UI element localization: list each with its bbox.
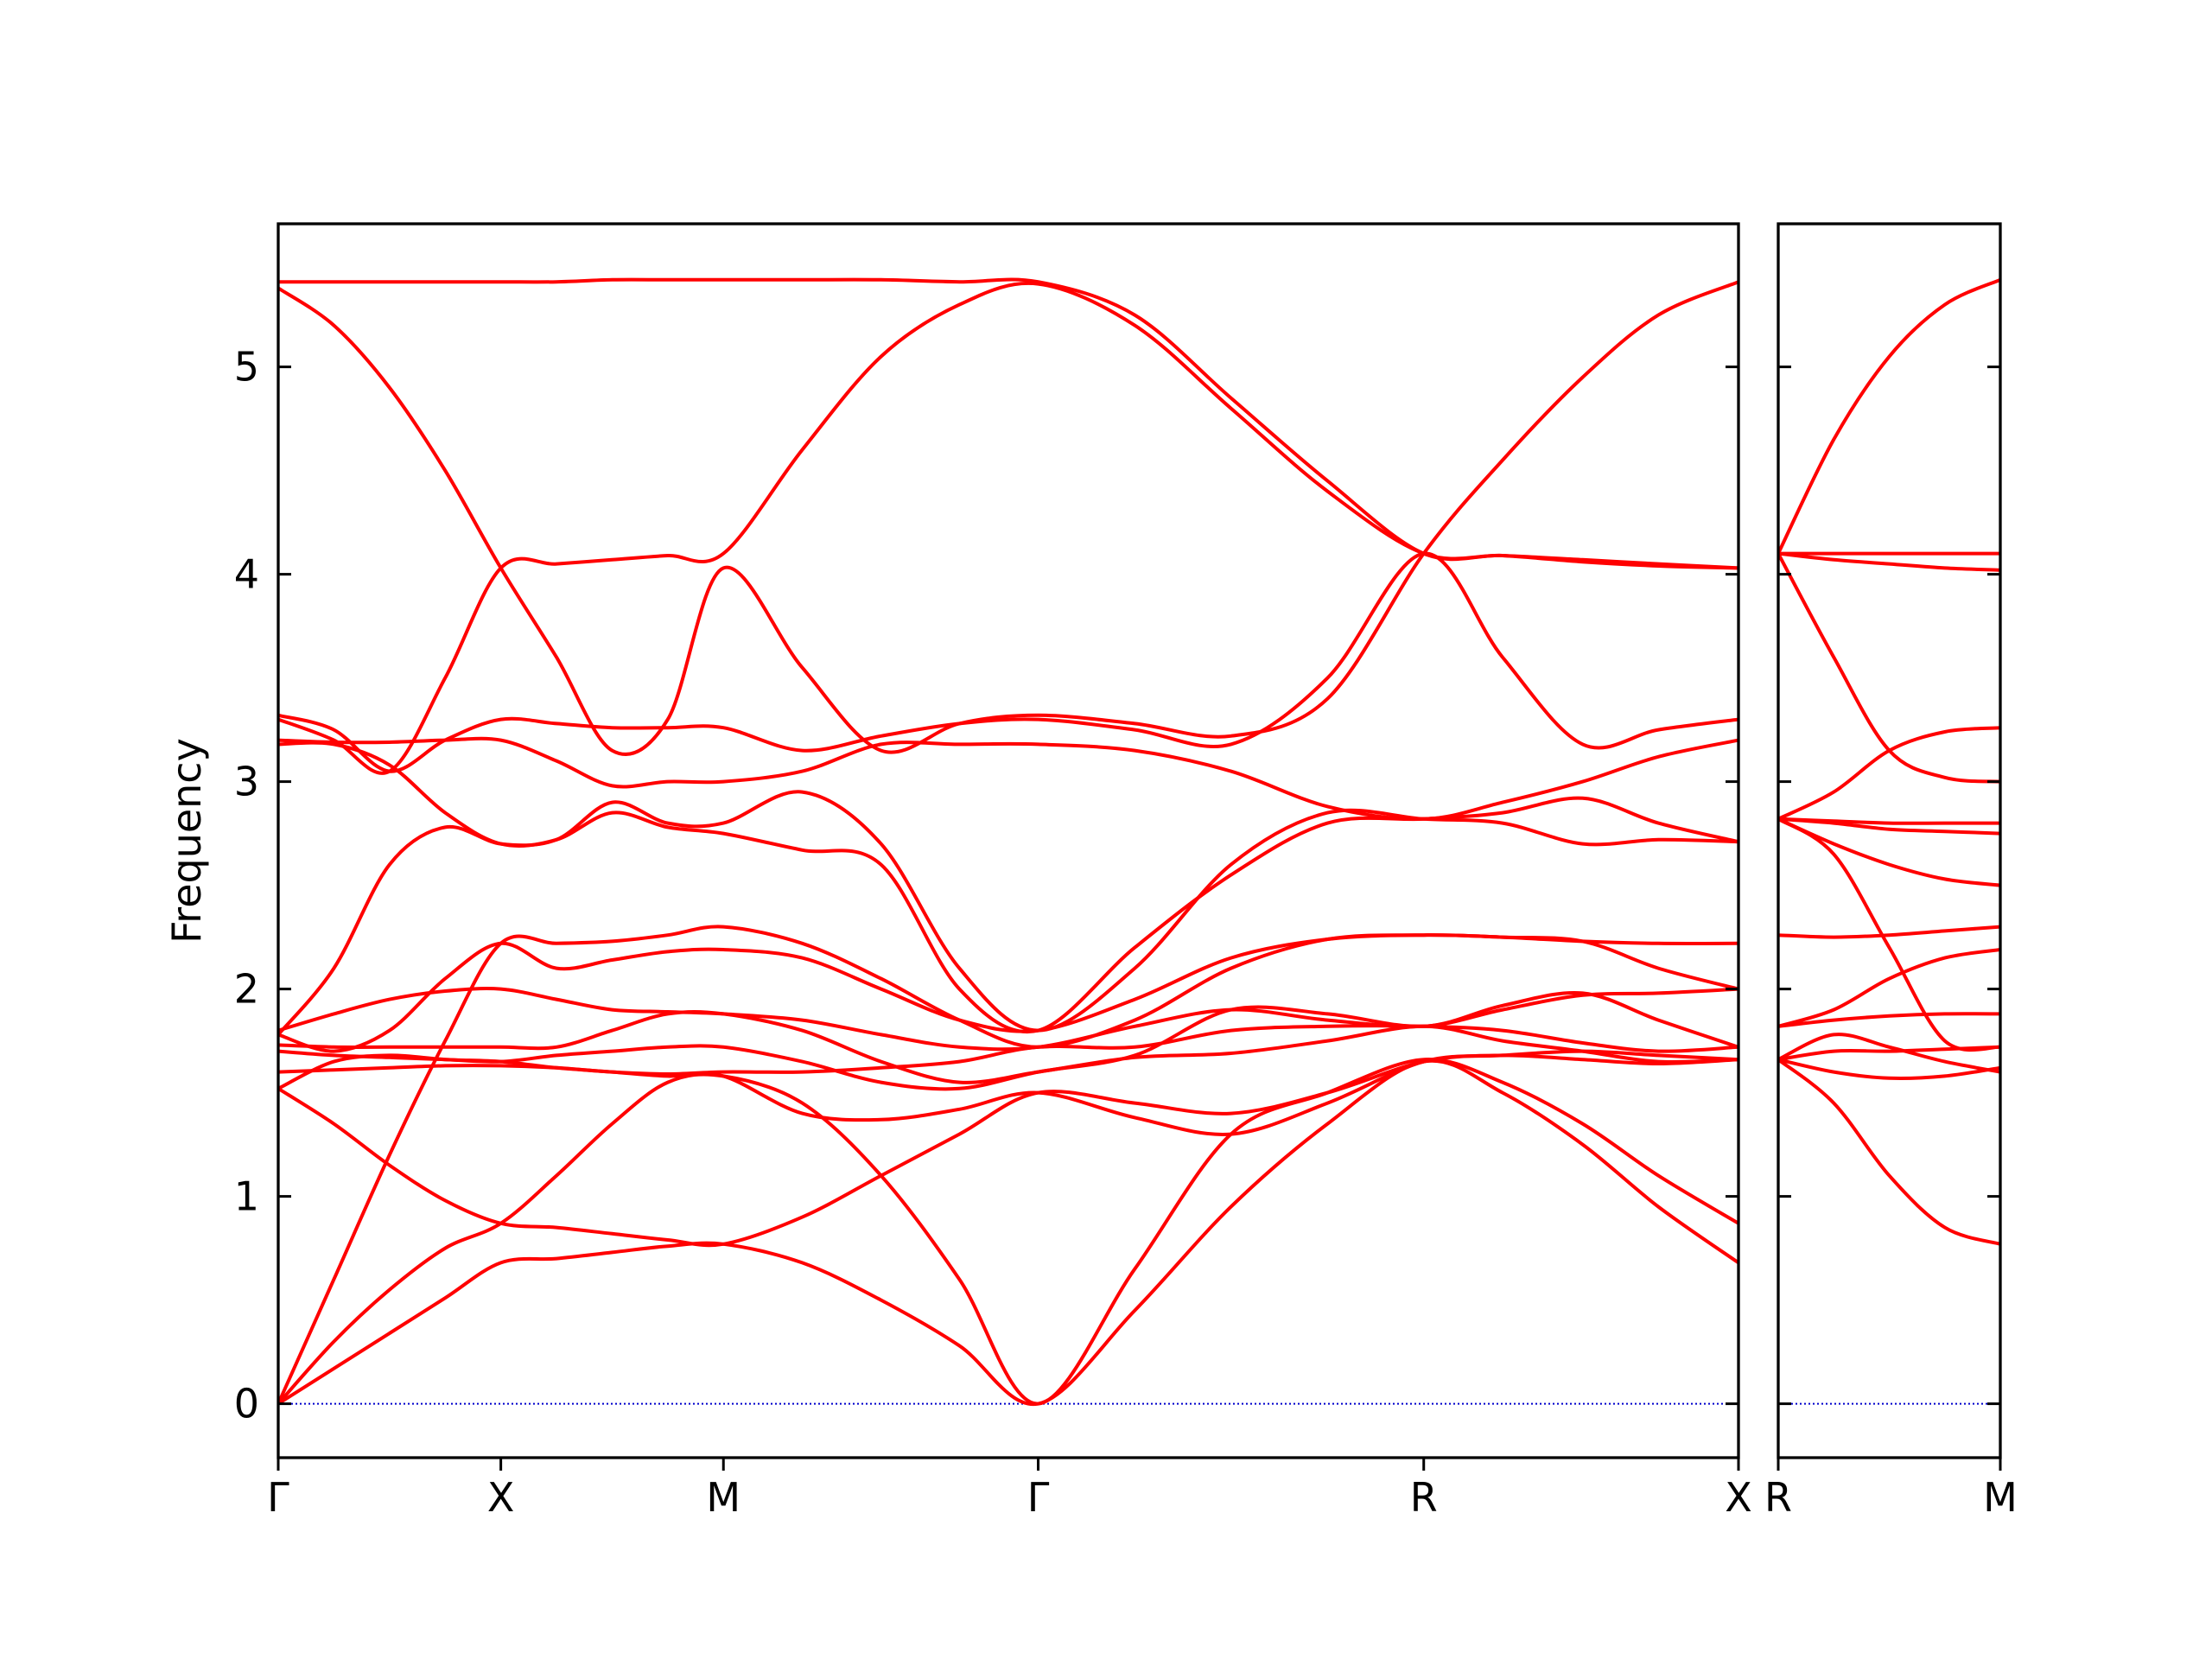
x-tick-label: X	[487, 1474, 515, 1521]
band-line	[1778, 1012, 2000, 1028]
y-axis-label: Frequency	[163, 738, 210, 944]
bands	[278, 277, 1738, 1407]
band-line	[1778, 817, 2000, 836]
plot-frame	[1777, 222, 2002, 1459]
band-line	[1778, 726, 2000, 821]
band-line	[278, 1058, 1738, 1406]
x-tick-label: R	[1410, 1474, 1438, 1521]
x-tick-label: Γ	[1027, 1474, 1050, 1521]
band-line	[1778, 1058, 2000, 1246]
band-line	[1778, 277, 2000, 555]
band-line	[1778, 552, 2000, 784]
band-line	[278, 1024, 1738, 1076]
band-line	[278, 1010, 1738, 1084]
x-tick-label: M	[1983, 1474, 2018, 1521]
band-line	[278, 933, 1738, 1053]
band-line	[278, 987, 1738, 1052]
y-tick-label: 3	[234, 759, 259, 805]
band-line	[278, 990, 1738, 1091]
band-line	[1778, 551, 2000, 572]
band-line	[278, 741, 1738, 1034]
band-line	[1778, 1033, 2000, 1074]
band-line	[1778, 1058, 2000, 1081]
band-line	[278, 277, 1738, 570]
band-line	[278, 790, 1738, 1036]
x-tick-label: M	[706, 1474, 741, 1521]
band-line	[1778, 948, 2000, 1028]
band-line	[278, 1058, 1738, 1407]
bands	[1778, 277, 2000, 1246]
band-line	[1778, 817, 2000, 887]
y-tick-label: 5	[234, 344, 259, 391]
y-tick-label: 1	[234, 1173, 259, 1220]
y-tick-label: 4	[234, 551, 259, 598]
band-line	[278, 280, 1738, 756]
x-tick-label: Γ	[267, 1474, 289, 1521]
x-tick-label: X	[1725, 1474, 1752, 1521]
band-line	[1778, 1045, 2000, 1062]
y-tick-label: 2	[234, 966, 259, 1013]
x-tick-label: R	[1764, 1474, 1792, 1521]
y-tick-label: 0	[234, 1381, 259, 1427]
plot-frame	[276, 222, 1740, 1459]
band-line	[1778, 925, 2000, 939]
